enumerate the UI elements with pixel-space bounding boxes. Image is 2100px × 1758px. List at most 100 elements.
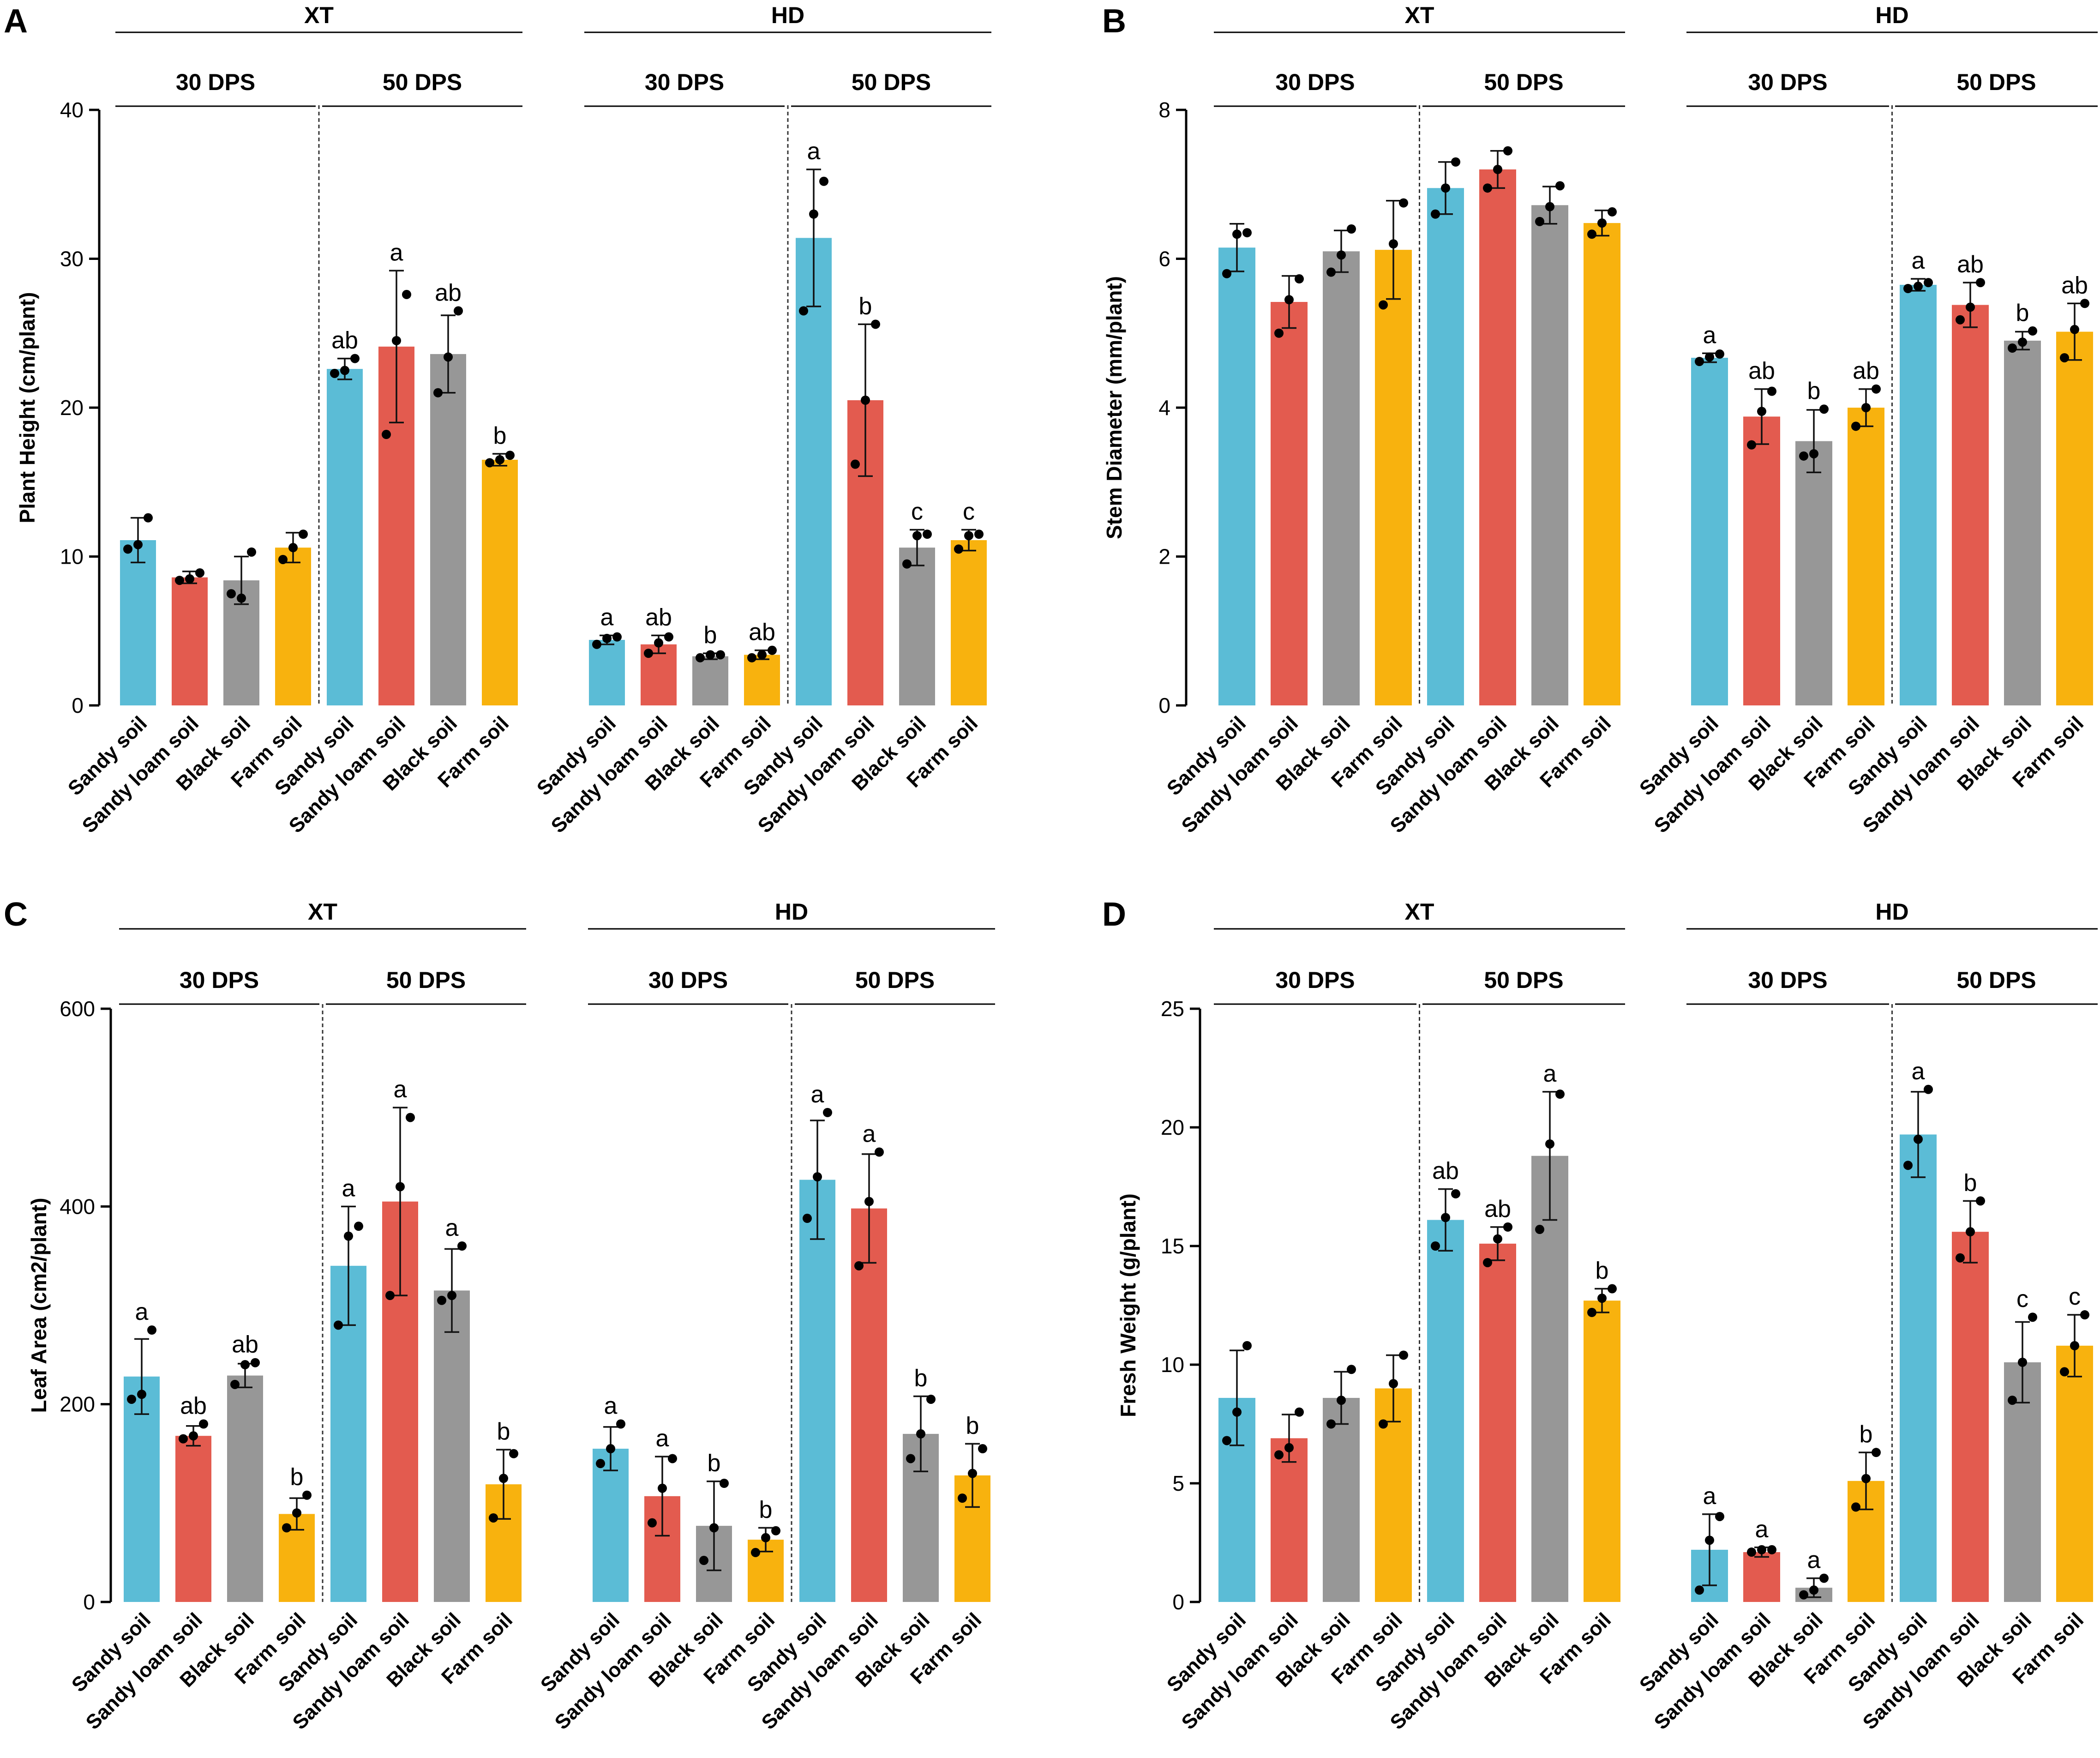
data-point xyxy=(1326,1419,1336,1429)
y-tick-label: 4 xyxy=(1158,396,1170,420)
data-point xyxy=(1431,209,1440,219)
significance-letter: b xyxy=(1596,1258,1609,1284)
significance-letter: b xyxy=(759,1496,773,1523)
stage-label: 30 DPS xyxy=(1275,967,1355,993)
y-tick-label: 0 xyxy=(1172,1590,1184,1614)
data-point xyxy=(1535,1225,1544,1234)
significance-letter: a xyxy=(1912,247,1925,274)
data-point xyxy=(340,366,349,375)
data-point xyxy=(706,650,715,660)
stage-label: 30 DPS xyxy=(1748,69,1827,95)
bar xyxy=(593,1449,629,1602)
stage-label: 50 DPS xyxy=(1484,69,1563,95)
data-point xyxy=(2080,299,2089,308)
data-point xyxy=(1747,440,1756,450)
bar xyxy=(1952,305,1989,705)
data-point xyxy=(761,1533,770,1542)
data-point xyxy=(1222,269,1231,278)
data-point xyxy=(954,544,963,554)
data-point xyxy=(2008,343,2017,353)
data-point xyxy=(179,1434,188,1444)
data-point xyxy=(1705,352,1714,362)
data-point xyxy=(1503,146,1512,156)
data-point xyxy=(1747,1547,1756,1557)
data-point xyxy=(2018,1357,2027,1367)
data-point xyxy=(1555,1090,1565,1099)
data-point xyxy=(1389,239,1398,249)
data-point xyxy=(1976,1196,1985,1206)
data-point xyxy=(751,1547,760,1557)
significance-letter: b xyxy=(1807,378,1821,404)
data-point xyxy=(654,638,663,648)
bar xyxy=(799,1180,835,1602)
data-point xyxy=(1232,1407,1242,1417)
data-point xyxy=(592,639,601,649)
data-point xyxy=(437,1295,446,1305)
data-point xyxy=(1535,217,1544,226)
panel-letter: A xyxy=(4,3,28,40)
significance-letter: a xyxy=(390,239,403,266)
data-point xyxy=(974,530,984,539)
bar xyxy=(1479,169,1516,705)
panel-letter: D xyxy=(1102,896,1126,933)
stage-label: 30 DPS xyxy=(176,69,255,95)
data-point xyxy=(2018,337,2027,347)
data-point xyxy=(1819,404,1829,414)
stage-label: 50 DPS xyxy=(1956,69,2036,95)
data-point xyxy=(1222,1436,1231,1445)
data-point xyxy=(2060,353,2069,362)
data-point xyxy=(382,430,391,440)
bar xyxy=(1900,284,1937,705)
stage-label: 30 DPS xyxy=(645,69,724,95)
bar xyxy=(744,655,780,705)
data-point xyxy=(1451,1189,1460,1198)
data-point xyxy=(227,589,236,599)
data-point xyxy=(978,1444,987,1454)
data-point xyxy=(1914,282,1923,291)
data-point xyxy=(1545,202,1554,211)
bar xyxy=(1479,1243,1516,1602)
data-point xyxy=(1587,229,1596,239)
data-point xyxy=(247,547,256,557)
data-point xyxy=(396,1182,405,1192)
bar xyxy=(172,577,208,705)
data-point xyxy=(1441,183,1450,193)
bar xyxy=(851,1208,887,1602)
significance-letter: ab xyxy=(331,327,358,354)
stage-label: 50 DPS xyxy=(852,69,931,95)
significance-letter: b xyxy=(1964,1169,1977,1196)
data-point xyxy=(292,1508,301,1518)
data-point xyxy=(875,1147,884,1157)
site-label: XT xyxy=(1405,2,1434,28)
significance-letter: ab xyxy=(180,1393,207,1420)
bar xyxy=(2004,340,2041,705)
bar xyxy=(482,459,518,705)
data-point xyxy=(189,1431,198,1441)
data-point xyxy=(1337,250,1346,260)
bar xyxy=(589,640,625,705)
data-point xyxy=(916,1429,925,1439)
data-point xyxy=(902,559,912,569)
significance-letter: a xyxy=(1703,322,1716,349)
y-tick-label: 8 xyxy=(1158,98,1170,122)
data-point xyxy=(1608,1284,1617,1294)
data-point xyxy=(1861,1474,1871,1483)
bar xyxy=(1271,1438,1308,1602)
y-tick-label: 2 xyxy=(1158,545,1170,569)
significance-letter: a xyxy=(342,1175,355,1202)
site-label: XT xyxy=(308,899,337,925)
y-tick-label: 200 xyxy=(60,1392,95,1416)
data-point xyxy=(123,544,132,554)
data-point xyxy=(1493,1234,1502,1244)
data-point xyxy=(648,1518,657,1528)
y-tick-label: 0 xyxy=(83,1590,95,1614)
bar xyxy=(1743,1552,1780,1602)
data-point xyxy=(485,458,494,468)
data-point xyxy=(906,1454,915,1463)
data-point xyxy=(1767,1545,1776,1554)
significance-letter: a xyxy=(1755,1516,1769,1543)
stage-label: 50 DPS xyxy=(1956,967,2036,993)
bar xyxy=(1375,250,1412,705)
data-point xyxy=(720,1479,729,1488)
bar xyxy=(1218,247,1255,705)
